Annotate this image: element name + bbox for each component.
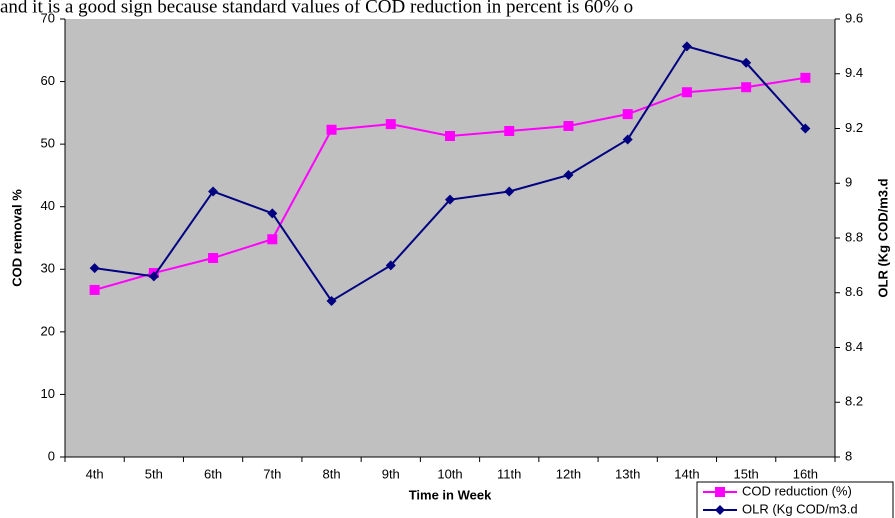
x-tick-label: 12th bbox=[556, 466, 581, 481]
x-tick-label: 16th bbox=[793, 466, 818, 481]
y2-tick-label: 8.4 bbox=[845, 339, 863, 354]
marker bbox=[741, 57, 752, 68]
x-tick-label: 4th bbox=[86, 466, 104, 481]
marker bbox=[445, 194, 455, 205]
marker bbox=[326, 295, 337, 306]
x-tick-label: 15th bbox=[733, 466, 758, 481]
y2-tick-label: 9.2 bbox=[845, 120, 863, 135]
marker bbox=[741, 82, 752, 93]
y-axis-title: COD removal % bbox=[9, 189, 24, 287]
marker bbox=[148, 271, 159, 282]
y-tick-label: 30 bbox=[41, 261, 55, 276]
marker bbox=[622, 109, 633, 120]
marker bbox=[385, 119, 396, 130]
y2-tick-label: 8.8 bbox=[845, 229, 863, 244]
x-tick-label: 11th bbox=[497, 466, 521, 481]
y2-tick-label: 8.2 bbox=[845, 394, 863, 409]
marker bbox=[681, 87, 692, 98]
x-tick-label: 5th bbox=[145, 466, 163, 481]
marker bbox=[681, 41, 692, 52]
x-tick-label: 7th bbox=[263, 466, 281, 481]
marker bbox=[89, 263, 100, 274]
plot-area bbox=[65, 19, 835, 457]
marker bbox=[267, 208, 278, 219]
marker bbox=[622, 134, 633, 145]
y2-tick-label: 9.6 bbox=[845, 10, 863, 25]
y-tick-label: 20 bbox=[41, 323, 55, 338]
marker bbox=[563, 120, 574, 131]
marker bbox=[385, 260, 396, 271]
y-tick-label: 60 bbox=[41, 73, 55, 88]
caption: and it is a good sign because standard v… bbox=[0, 0, 633, 17]
y-tick-label: 70 bbox=[41, 10, 55, 25]
y-tick-label: 40 bbox=[41, 198, 55, 213]
marker bbox=[208, 253, 219, 264]
y2-tick-label: 9 bbox=[845, 175, 852, 190]
x-tick-label: 8th bbox=[322, 466, 340, 481]
y2-tick-label: 8.6 bbox=[845, 284, 863, 299]
legend-label: OLR (Kg COD/m3.d bbox=[742, 501, 858, 516]
marker bbox=[800, 72, 811, 83]
marker bbox=[504, 186, 515, 197]
marker bbox=[89, 284, 100, 295]
marker bbox=[715, 505, 725, 515]
marker bbox=[326, 124, 337, 135]
y-tick-label: 0 bbox=[48, 448, 55, 463]
y-tick-label: 10 bbox=[41, 386, 55, 401]
legend-label: COD reduction (%) bbox=[742, 483, 852, 498]
marker bbox=[504, 126, 515, 137]
x-tick-label: 9th bbox=[382, 466, 400, 481]
marker bbox=[445, 131, 455, 142]
y-tick-label: 50 bbox=[41, 136, 55, 151]
marker bbox=[563, 170, 574, 181]
x-axis-title: Time in Week bbox=[409, 487, 492, 502]
marker bbox=[267, 234, 278, 245]
y2-tick-label: 8 bbox=[845, 448, 852, 463]
x-tick-label: 6th bbox=[204, 466, 222, 481]
x-tick-label: 14th bbox=[674, 466, 699, 481]
x-tick-label: 10th bbox=[437, 466, 462, 481]
marker bbox=[800, 123, 811, 134]
y2-tick-label: 9.4 bbox=[845, 65, 863, 80]
x-tick-label: 13th bbox=[615, 466, 640, 481]
marker bbox=[208, 186, 219, 197]
y2-axis-title: OLR (Kg COD/m3.d bbox=[875, 178, 890, 297]
marker bbox=[715, 487, 725, 497]
legend bbox=[696, 481, 894, 518]
